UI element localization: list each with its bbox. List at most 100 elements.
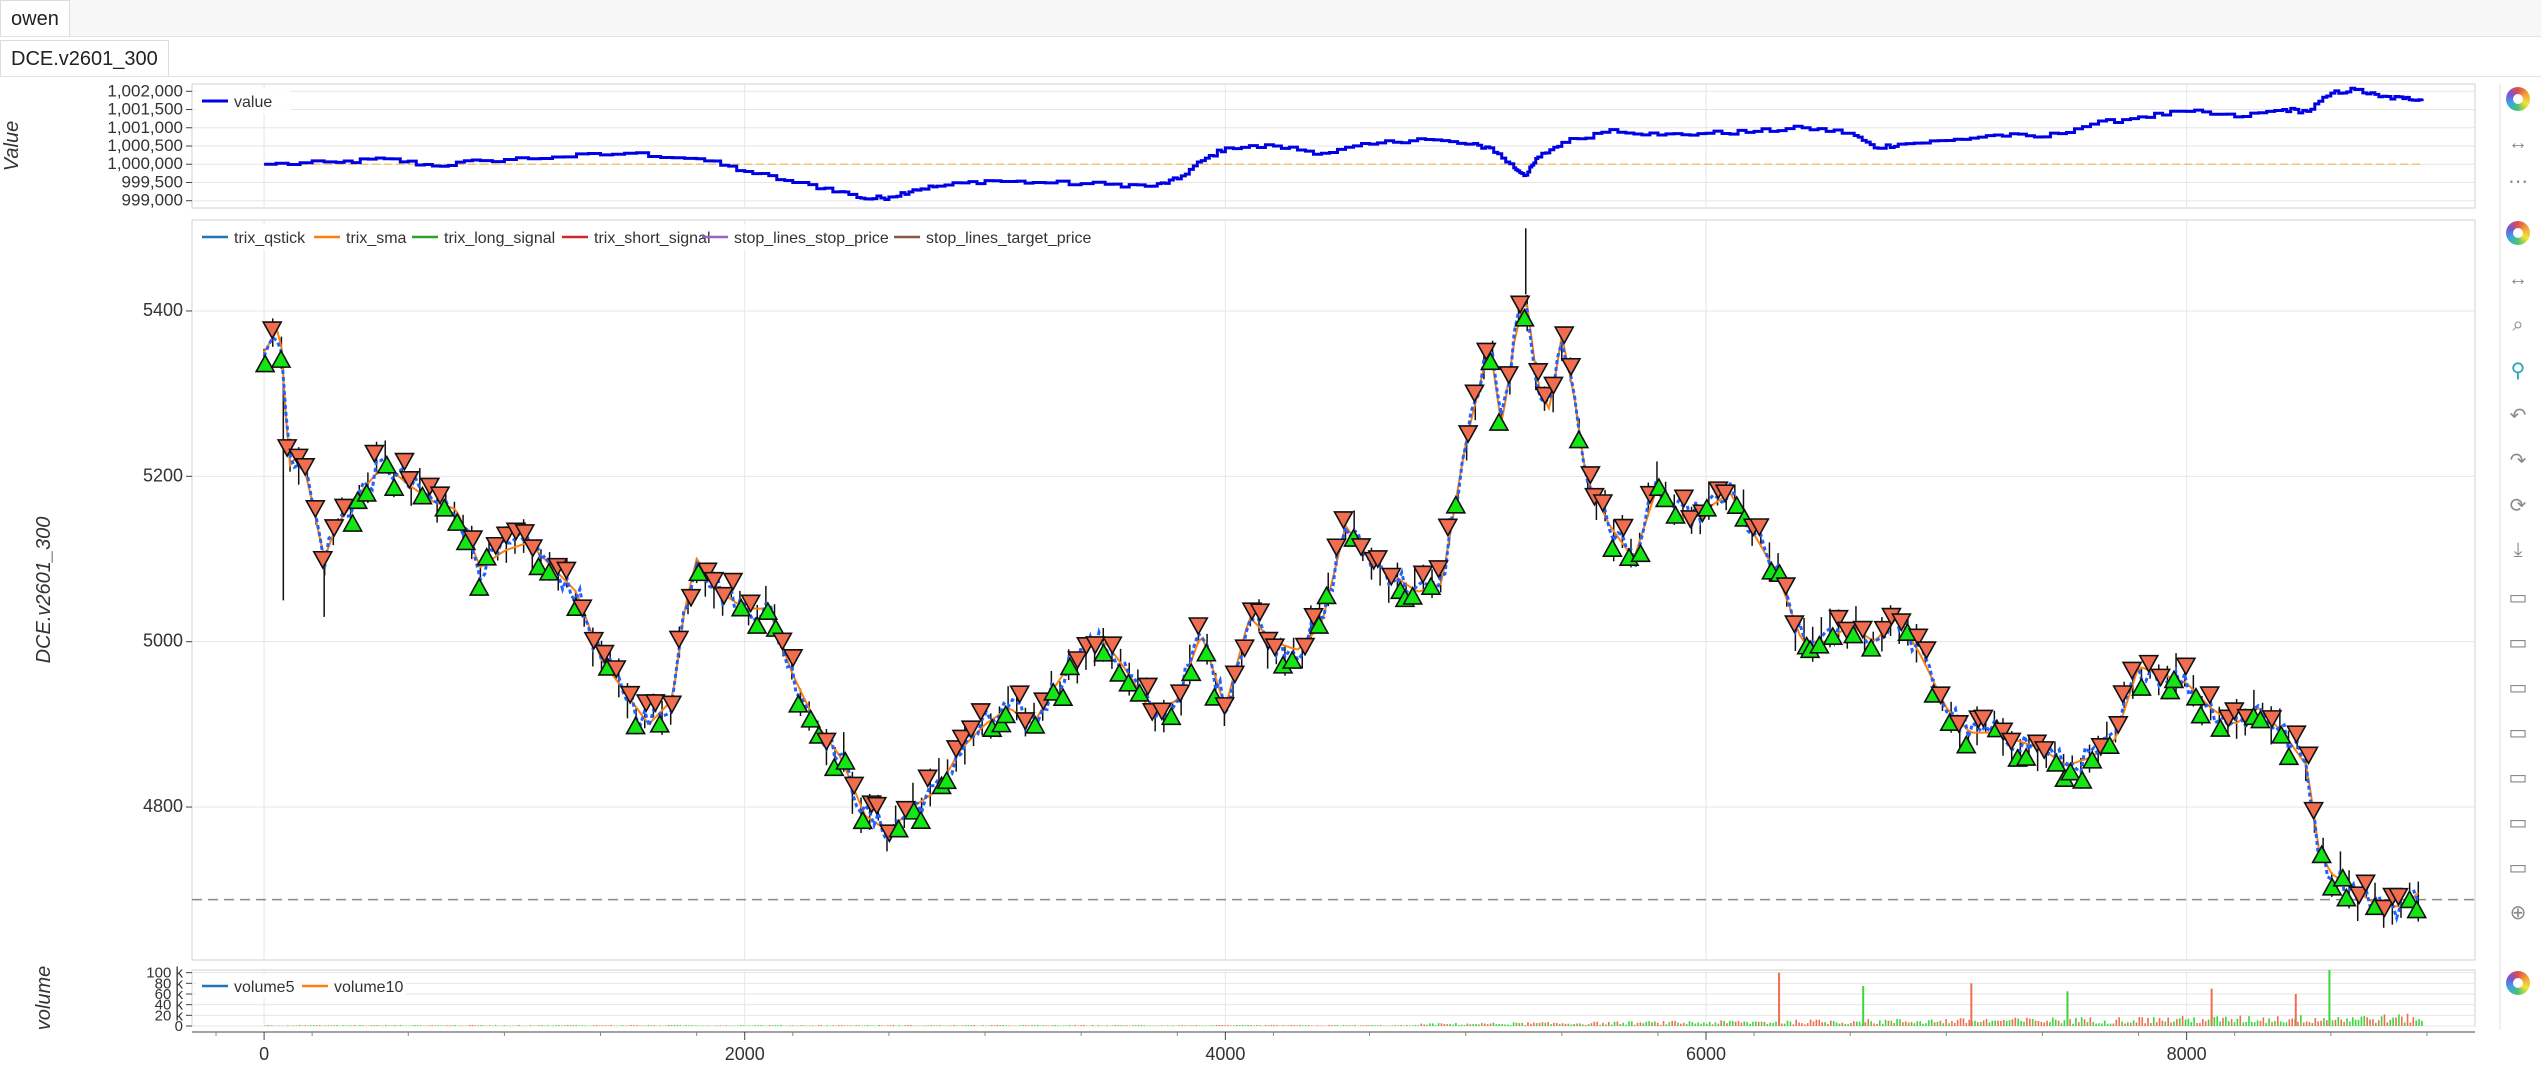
box-zoom-icon[interactable]: ⌕ bbox=[2512, 313, 2524, 336]
bokeh-logo-icon-3[interactable] bbox=[2503, 968, 2533, 998]
volume-bar bbox=[774, 1025, 777, 1026]
volume-bar bbox=[2158, 1018, 2161, 1026]
volume-bar bbox=[1097, 1025, 1100, 1026]
volume-bar bbox=[1795, 1019, 1797, 1026]
volume-bar bbox=[1160, 1025, 1163, 1026]
volume-bar bbox=[2288, 1019, 2291, 1026]
hover-icon-4[interactable]: ▭ bbox=[2508, 721, 2528, 744]
tab-owen[interactable]: owen bbox=[0, 0, 70, 36]
volume-bar bbox=[1362, 1025, 1365, 1026]
volume-bar bbox=[269, 1025, 272, 1026]
volume-bar bbox=[1988, 1022, 1991, 1026]
wheel-zoom-icon[interactable]: ⚲ bbox=[2510, 359, 2526, 382]
volume-bar bbox=[437, 1025, 439, 1026]
volume-bar bbox=[2135, 1022, 2138, 1026]
undo-icon[interactable]: ↶ bbox=[2509, 404, 2527, 427]
volume-bar bbox=[716, 1025, 719, 1026]
volume-bar bbox=[1755, 1021, 1757, 1026]
volume-bar bbox=[1466, 1023, 1469, 1026]
tab-symbol[interactable]: DCE.v2601_300 bbox=[0, 40, 169, 76]
short-signal-marker bbox=[1852, 620, 1874, 640]
volume-bar bbox=[1221, 1024, 1224, 1026]
volume-bar bbox=[1241, 1024, 1244, 1026]
hover-icon-1[interactable]: ▭ bbox=[2508, 586, 2528, 609]
pan-icon[interactable]: ↔ bbox=[2508, 131, 2528, 154]
volume-bar bbox=[1371, 1025, 1374, 1026]
volume-bar bbox=[2089, 1017, 2092, 1026]
volume-bar bbox=[1403, 1025, 1405, 1026]
volume-bar bbox=[1616, 1021, 1619, 1026]
redo-icon[interactable]: ↷ bbox=[2509, 449, 2527, 472]
volume-bar bbox=[1619, 1024, 1622, 1026]
volume-bar bbox=[907, 1025, 909, 1026]
hover-icon-2[interactable]: ▭ bbox=[2508, 631, 2528, 654]
short-signal-marker bbox=[1907, 628, 1929, 648]
volume-bar bbox=[2152, 1017, 2155, 1026]
more-icon[interactable]: ⋯ bbox=[2508, 170, 2528, 193]
volume-bar bbox=[2003, 1019, 2005, 1026]
long-signal-marker bbox=[2209, 718, 2231, 737]
long-signal-marker bbox=[1514, 308, 1535, 327]
volume-bar bbox=[1567, 1023, 1570, 1026]
volume-bar bbox=[1783, 1023, 1786, 1026]
ytick-label: 1,000,500 bbox=[107, 136, 183, 155]
pan-icon-2[interactable]: ↔ bbox=[2508, 267, 2528, 290]
hover-icon-3[interactable]: ▭ bbox=[2508, 676, 2528, 699]
volume-bar bbox=[477, 1025, 480, 1026]
crosshair-icon[interactable]: ⊕ bbox=[2509, 901, 2527, 924]
volume-bar bbox=[1607, 1021, 1610, 1026]
volume-bar bbox=[964, 1025, 967, 1026]
volume-bar bbox=[1348, 1025, 1350, 1026]
volume-bar bbox=[1674, 1020, 1676, 1026]
long-signal-marker bbox=[1648, 477, 1670, 496]
volume-bar bbox=[812, 1025, 814, 1026]
volume-bar bbox=[2308, 1022, 2311, 1026]
volume-bar bbox=[1936, 1021, 1939, 1026]
long-signal-marker bbox=[2311, 844, 2333, 864]
volume-bar bbox=[509, 1025, 511, 1026]
volume-bar bbox=[448, 1025, 451, 1026]
hover-icon-5[interactable]: ▭ bbox=[2508, 766, 2528, 789]
short-signal-marker bbox=[605, 660, 627, 679]
volume-bar bbox=[1189, 1025, 1192, 1026]
volume-bar bbox=[1662, 1020, 1665, 1026]
bokeh-logo-icon-2[interactable] bbox=[2503, 218, 2533, 248]
volume-bar bbox=[1434, 1025, 1437, 1026]
hover-icon-6[interactable]: ▭ bbox=[2508, 811, 2528, 834]
volume-bar bbox=[809, 1025, 811, 1026]
volume-bar bbox=[2063, 1020, 2066, 1026]
volume-bar bbox=[2268, 1018, 2270, 1026]
short-signal-marker bbox=[816, 732, 837, 752]
volume-bar bbox=[1942, 1023, 1945, 1026]
volume-bar bbox=[1166, 1025, 1169, 1026]
volume-bar bbox=[405, 1025, 408, 1026]
short-signal-marker bbox=[2175, 657, 2197, 677]
volume-bar bbox=[1985, 1018, 1988, 1026]
volume-bar bbox=[1887, 1020, 1890, 1026]
short-signal-marker bbox=[1828, 609, 1849, 629]
legend-label-trix_sma: trix_sma bbox=[346, 230, 407, 247]
save-icon[interactable]: ⤓ bbox=[2513, 538, 2523, 561]
short-signal-marker bbox=[1169, 684, 1191, 703]
volume-bar bbox=[2060, 1023, 2063, 1026]
ytick-label: 20 k bbox=[155, 1007, 184, 1024]
volume-bar bbox=[2121, 1021, 2123, 1026]
long-signal-marker bbox=[1059, 656, 1081, 676]
volume-bar bbox=[2340, 1019, 2343, 1026]
volume-bar bbox=[1717, 1023, 1720, 1026]
reset-icon[interactable]: ⟳ bbox=[2509, 494, 2527, 517]
volume-bar bbox=[1734, 1021, 1737, 1026]
volume-bar bbox=[1743, 1021, 1746, 1026]
volume-bar bbox=[737, 1025, 739, 1026]
volume-bar bbox=[2005, 1021, 2008, 1026]
volume-bar bbox=[1789, 1021, 1792, 1026]
volume-bar bbox=[1544, 1022, 1547, 1026]
volume-bar bbox=[2317, 1021, 2319, 1026]
long-signal-marker bbox=[625, 715, 646, 735]
bokeh-logo-icon[interactable] bbox=[2503, 84, 2533, 114]
short-signal-marker bbox=[1560, 357, 1582, 377]
volume-bar bbox=[1610, 1024, 1613, 1026]
hover-icon-7[interactable]: ▭ bbox=[2508, 856, 2528, 879]
volume-bar bbox=[777, 1025, 780, 1026]
volume-bar bbox=[2366, 1017, 2368, 1026]
